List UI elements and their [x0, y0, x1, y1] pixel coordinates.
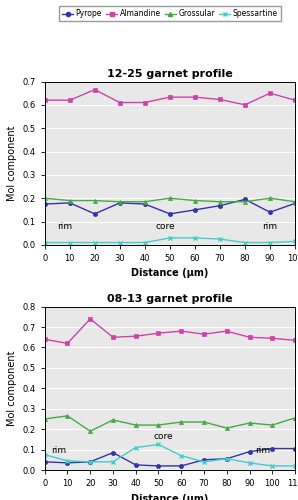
Text: core: core [155, 222, 175, 232]
X-axis label: Distance (μm): Distance (μm) [131, 268, 209, 278]
Text: rim: rim [255, 446, 270, 454]
Title: 08-13 garnet profile: 08-13 garnet profile [107, 294, 233, 304]
Title: 12-25 garnet profile: 12-25 garnet profile [107, 70, 233, 80]
Text: rim: rim [57, 222, 72, 232]
Text: rim: rim [262, 222, 277, 232]
Legend: Pyrope, Almandine, Grossular, Spessartine: Pyrope, Almandine, Grossular, Spessartin… [59, 6, 281, 22]
X-axis label: Distance (μm): Distance (μm) [131, 494, 209, 500]
Y-axis label: Mol component: Mol component [7, 126, 17, 201]
Text: core: core [153, 432, 173, 442]
Y-axis label: Mol component: Mol component [7, 350, 17, 426]
Text: rim: rim [52, 446, 67, 454]
